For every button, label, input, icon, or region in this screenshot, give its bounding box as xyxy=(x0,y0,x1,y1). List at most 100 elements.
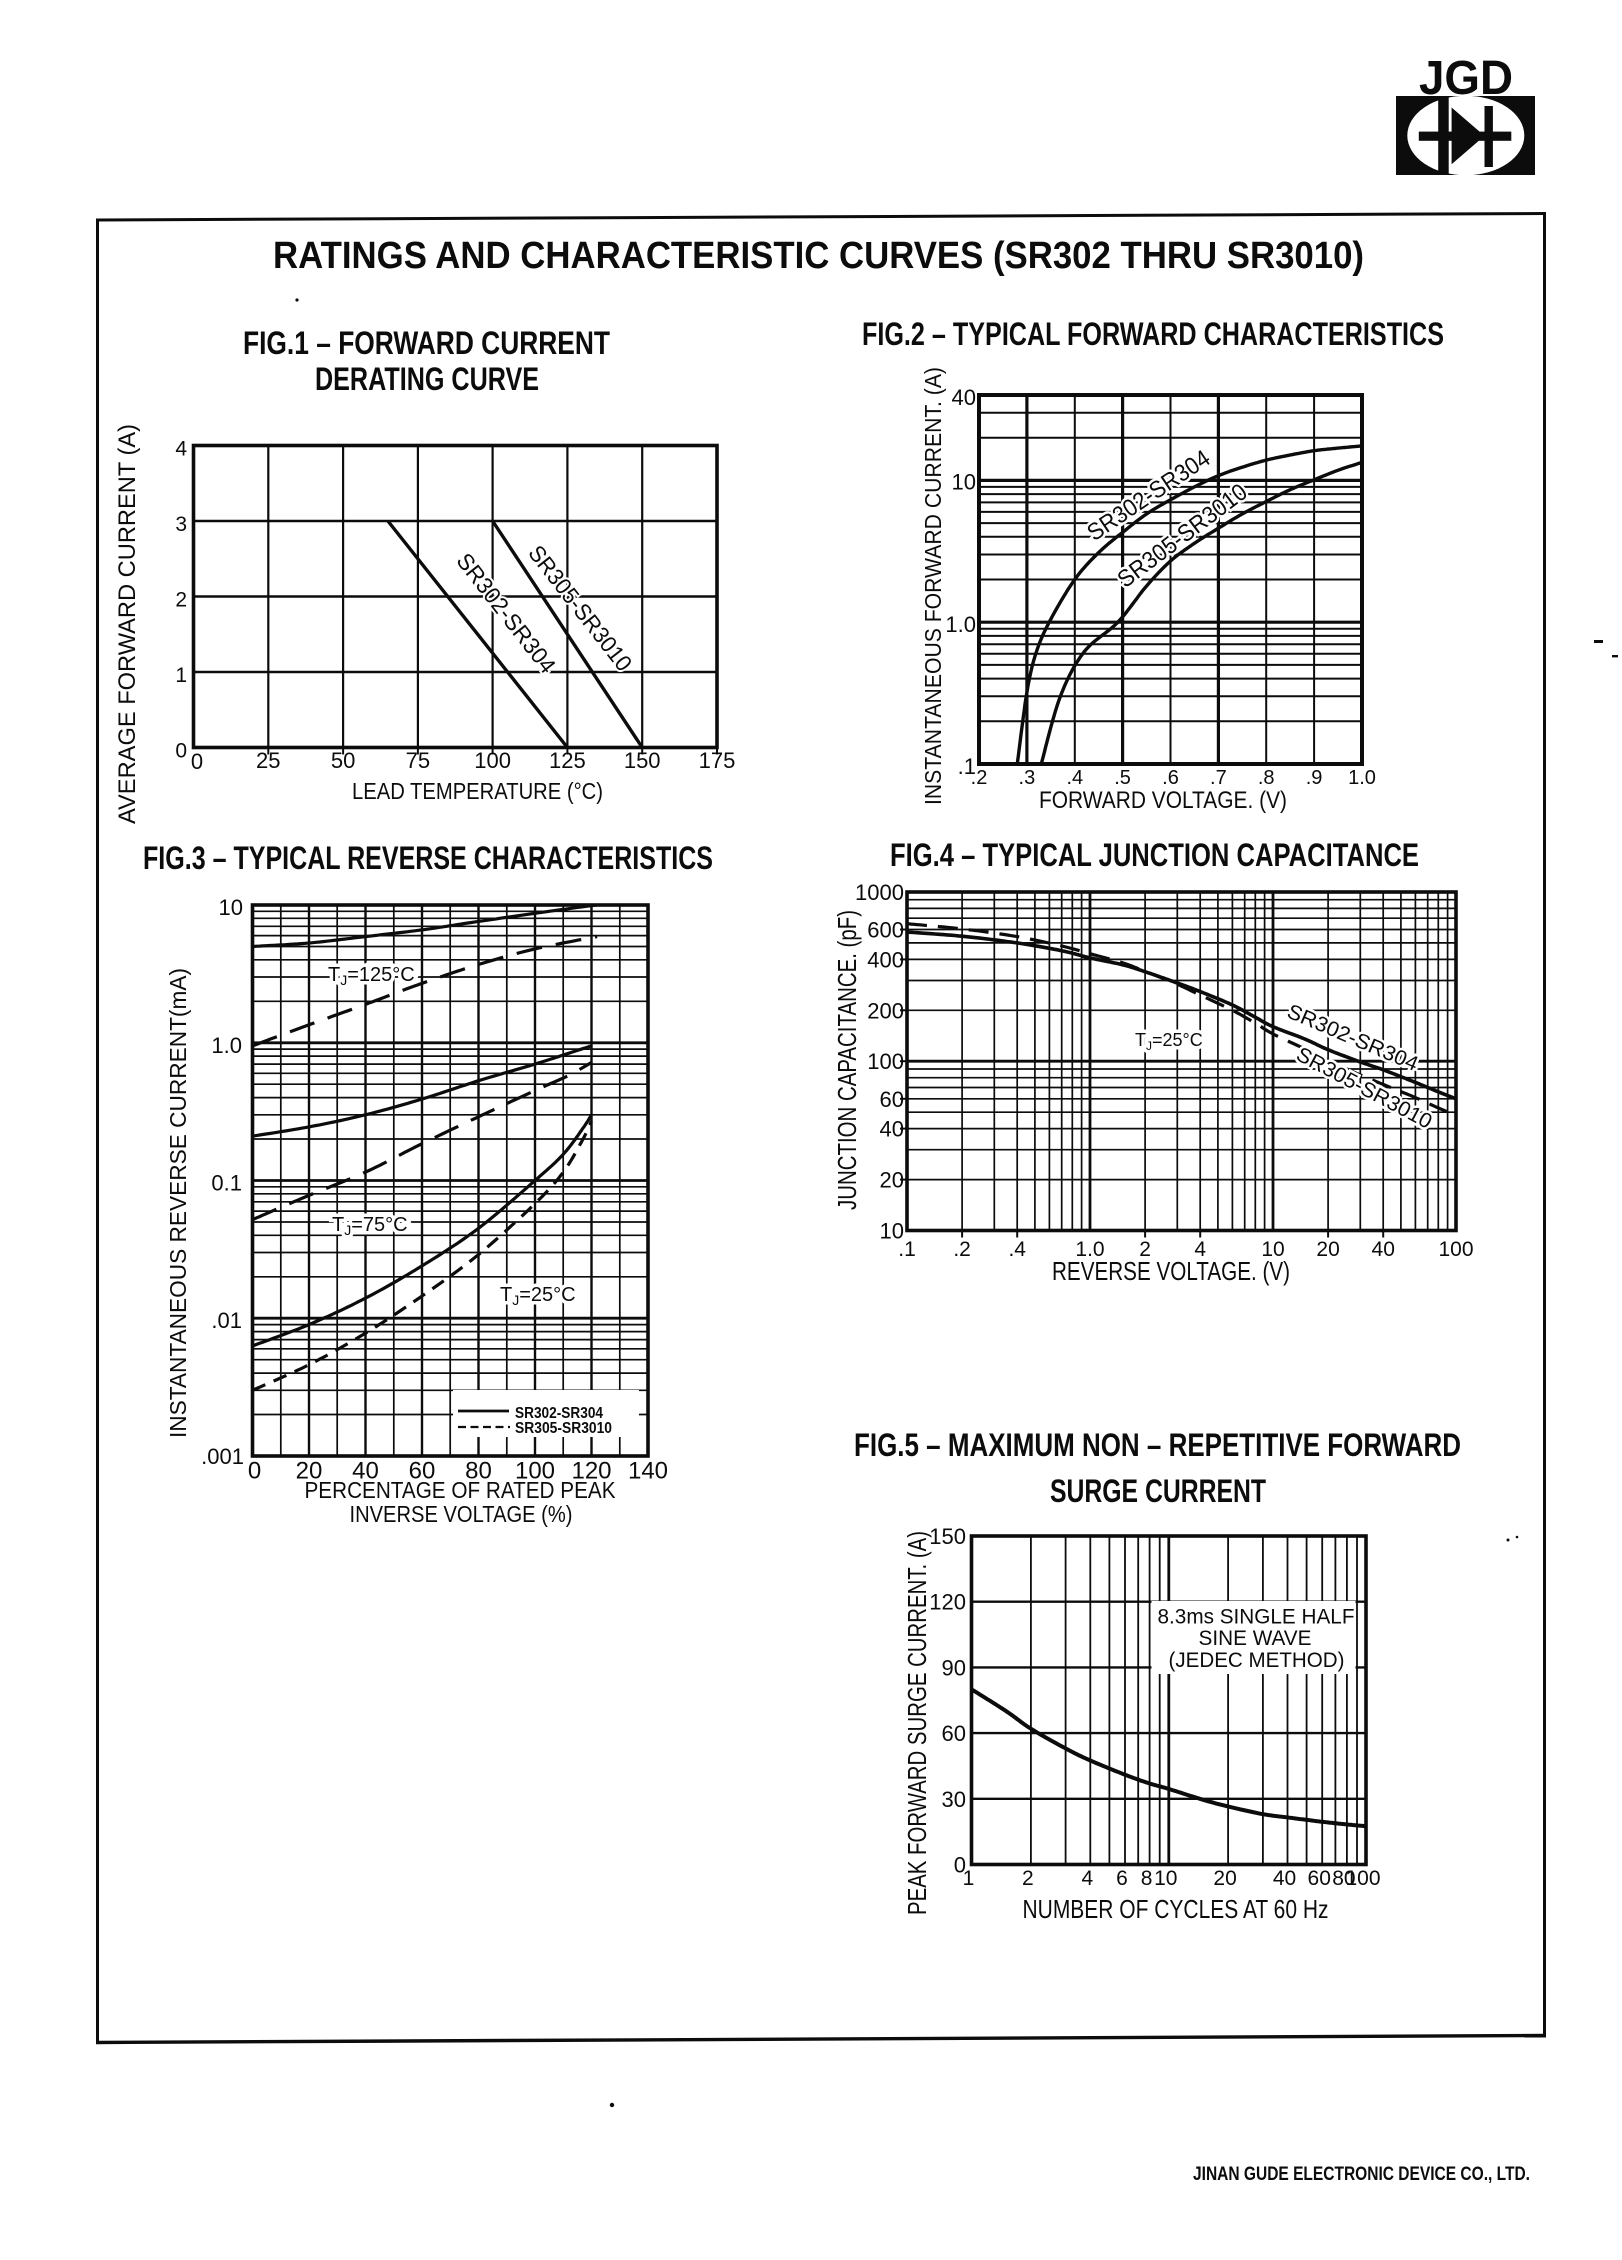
svg-text:100: 100 xyxy=(867,1049,904,1074)
svg-text:600: 600 xyxy=(867,918,904,943)
svg-text:100: 100 xyxy=(1345,1867,1380,1890)
svg-text:30: 30 xyxy=(942,1787,966,1812)
svg-text:PEAK FORWARD SURGE CURRENT. (A: PEAK FORWARD SURGE CURRENT. (A) xyxy=(902,1531,932,1915)
svg-text:3: 3 xyxy=(175,513,187,536)
svg-text:1: 1 xyxy=(963,1867,975,1890)
svg-text:40: 40 xyxy=(952,385,976,410)
svg-text:.9: .9 xyxy=(1306,767,1323,789)
svg-text:125: 125 xyxy=(549,748,586,773)
svg-text:10: 10 xyxy=(219,895,243,920)
svg-text:PERCENTAGE OF RATED PEAK: PERCENTAGE OF RATED PEAK xyxy=(305,1477,617,1503)
svg-text:.1: .1 xyxy=(958,754,976,779)
svg-text:.3: .3 xyxy=(1019,767,1036,789)
svg-text:4: 4 xyxy=(1081,1867,1093,1890)
svg-text:FORWARD VOLTAGE. (V): FORWARD VOLTAGE. (V) xyxy=(1039,787,1287,814)
svg-text:SINE WAVE: SINE WAVE xyxy=(1199,1627,1312,1650)
svg-text:60: 60 xyxy=(1308,1867,1331,1890)
svg-text:.2: .2 xyxy=(953,1238,971,1261)
svg-text:60: 60 xyxy=(942,1721,966,1746)
svg-text:20: 20 xyxy=(1316,1238,1339,1261)
svg-text:.001: .001 xyxy=(201,1444,244,1469)
svg-text:SR305-SR3010: SR305-SR3010 xyxy=(515,1420,612,1437)
svg-text:90: 90 xyxy=(942,1655,966,1680)
svg-text:.1: .1 xyxy=(898,1238,916,1261)
svg-text:INSTANTANEOUS FORWARD CURRENT.: INSTANTANEOUS FORWARD CURRENT. (A) xyxy=(920,367,946,805)
svg-text:40: 40 xyxy=(352,1458,379,1485)
svg-text:0: 0 xyxy=(954,1853,966,1878)
svg-text:.4: .4 xyxy=(1008,1238,1026,1261)
svg-text:10: 10 xyxy=(1154,1867,1177,1890)
svg-text:10: 10 xyxy=(880,1219,904,1244)
svg-text:JINAN GUDE ELECTRONIC DEVICE C: JINAN GUDE ELECTRONIC DEVICE CO., LTD. xyxy=(1193,2164,1530,2185)
svg-text:.4: .4 xyxy=(1066,767,1083,789)
svg-text:20: 20 xyxy=(1213,1867,1236,1890)
svg-text:.8: .8 xyxy=(1258,767,1275,789)
svg-text:100: 100 xyxy=(515,1458,555,1485)
svg-text:LEAD TEMPERATURE (°C): LEAD TEMPERATURE (°C) xyxy=(352,778,603,804)
svg-text:100: 100 xyxy=(1438,1238,1473,1261)
svg-text:1000: 1000 xyxy=(855,880,904,905)
svg-text:40: 40 xyxy=(1273,1867,1296,1890)
svg-text:50: 50 xyxy=(331,748,355,773)
svg-text:SURGE CURRENT: SURGE CURRENT xyxy=(1050,1473,1266,1509)
svg-text:80: 80 xyxy=(465,1458,492,1485)
svg-text:RATINGS AND CHARACTERISTIC CUR: RATINGS AND CHARACTERISTIC CURVES (SR302… xyxy=(273,235,1364,277)
svg-text:400: 400 xyxy=(867,947,904,972)
svg-text:FIG.2 – TYPICAL FORWARD CHARAC: FIG.2 – TYPICAL FORWARD CHARACTERISTICS xyxy=(862,316,1444,352)
svg-text:NUMBER OF CYCLES AT 60 Hz: NUMBER OF CYCLES AT 60 Hz xyxy=(1023,1894,1329,1924)
svg-text:8: 8 xyxy=(1141,1867,1153,1890)
svg-text:.5: .5 xyxy=(1114,767,1131,789)
svg-text:0: 0 xyxy=(248,1458,261,1485)
svg-text:.2: .2 xyxy=(971,767,988,789)
svg-text:25: 25 xyxy=(256,748,280,773)
svg-text:1.0: 1.0 xyxy=(945,612,976,637)
svg-text:4: 4 xyxy=(1194,1238,1206,1261)
svg-text:120: 120 xyxy=(571,1458,611,1485)
svg-text:TJ=75°C: TJ=75°C xyxy=(332,1214,408,1238)
svg-text:FIG.3 – TYPICAL REVERSE CHARAC: FIG.3 – TYPICAL REVERSE CHARACTERISTICS xyxy=(143,840,713,876)
svg-text:0: 0 xyxy=(175,740,187,763)
svg-text:80: 80 xyxy=(1332,1867,1355,1890)
svg-text:120: 120 xyxy=(929,1590,966,1615)
svg-text:.7: .7 xyxy=(1210,767,1227,789)
svg-text:40: 40 xyxy=(1372,1238,1395,1261)
svg-text:0: 0 xyxy=(191,749,203,774)
svg-text:TJ=75°C: TJ=75°C xyxy=(332,1214,408,1238)
svg-text:1.0: 1.0 xyxy=(211,1033,242,1058)
svg-text:140: 140 xyxy=(628,1458,668,1485)
svg-text:10: 10 xyxy=(1261,1238,1284,1261)
svg-text:175: 175 xyxy=(699,748,736,773)
svg-text:TJ=125°C: TJ=125°C xyxy=(328,964,415,988)
svg-text:6: 6 xyxy=(1116,1867,1128,1890)
svg-text:8.3ms SINGLE HALF: 8.3ms SINGLE HALF xyxy=(1158,1606,1355,1629)
svg-text:SR302-SR304: SR302-SR304 xyxy=(515,1405,603,1422)
svg-text:100: 100 xyxy=(474,748,511,773)
svg-text:FIG.5 – MAXIMUM NON – REPETITI: FIG.5 – MAXIMUM NON – REPETITIVE FORWARD xyxy=(854,1427,1461,1463)
svg-text:10: 10 xyxy=(952,469,976,494)
svg-text:20: 20 xyxy=(296,1458,323,1485)
svg-text:INSTANTANEOUS REVERSE CURRENT(: INSTANTANEOUS REVERSE CURRENT(mA) xyxy=(165,968,191,1438)
svg-text:TJ=25°C: TJ=25°C xyxy=(1135,1030,1203,1053)
svg-text:AVERAGE FORWARD CURRENT (A): AVERAGE FORWARD CURRENT (A) xyxy=(114,424,141,824)
svg-text:1.0: 1.0 xyxy=(1348,767,1376,789)
svg-text:150: 150 xyxy=(929,1524,966,1549)
svg-text:TJ=125°C: TJ=125°C xyxy=(328,964,415,988)
svg-text:DERATING CURVE: DERATING CURVE xyxy=(315,361,539,397)
svg-text:60: 60 xyxy=(409,1458,436,1485)
svg-text:20: 20 xyxy=(880,1168,904,1193)
svg-text:JUNCTION CAPACITANCE. (pF): JUNCTION CAPACITANCE. (pF) xyxy=(832,910,862,1210)
svg-text:1.0: 1.0 xyxy=(1075,1238,1104,1261)
svg-text:REVERSE VOLTAGE. (V): REVERSE VOLTAGE. (V) xyxy=(1052,1256,1290,1286)
svg-text:.01: .01 xyxy=(211,1308,242,1333)
svg-text:40: 40 xyxy=(880,1117,904,1142)
svg-text:2: 2 xyxy=(175,589,187,612)
svg-text:1: 1 xyxy=(175,664,187,687)
svg-text:TJ=25°C: TJ=25°C xyxy=(500,1284,576,1308)
svg-text:200: 200 xyxy=(867,998,904,1023)
svg-text:60: 60 xyxy=(880,1087,904,1112)
svg-text:2: 2 xyxy=(1022,1867,1034,1890)
svg-text:FIG.1 – FORWARD CURRENT: FIG.1 – FORWARD CURRENT xyxy=(243,325,610,361)
svg-text:4: 4 xyxy=(175,438,187,461)
svg-text:FIG.4 – TYPICAL JUNCTION CAPAC: FIG.4 – TYPICAL JUNCTION CAPACITANCE xyxy=(890,837,1419,873)
svg-text:(JEDEC METHOD): (JEDEC METHOD) xyxy=(1169,1649,1345,1672)
